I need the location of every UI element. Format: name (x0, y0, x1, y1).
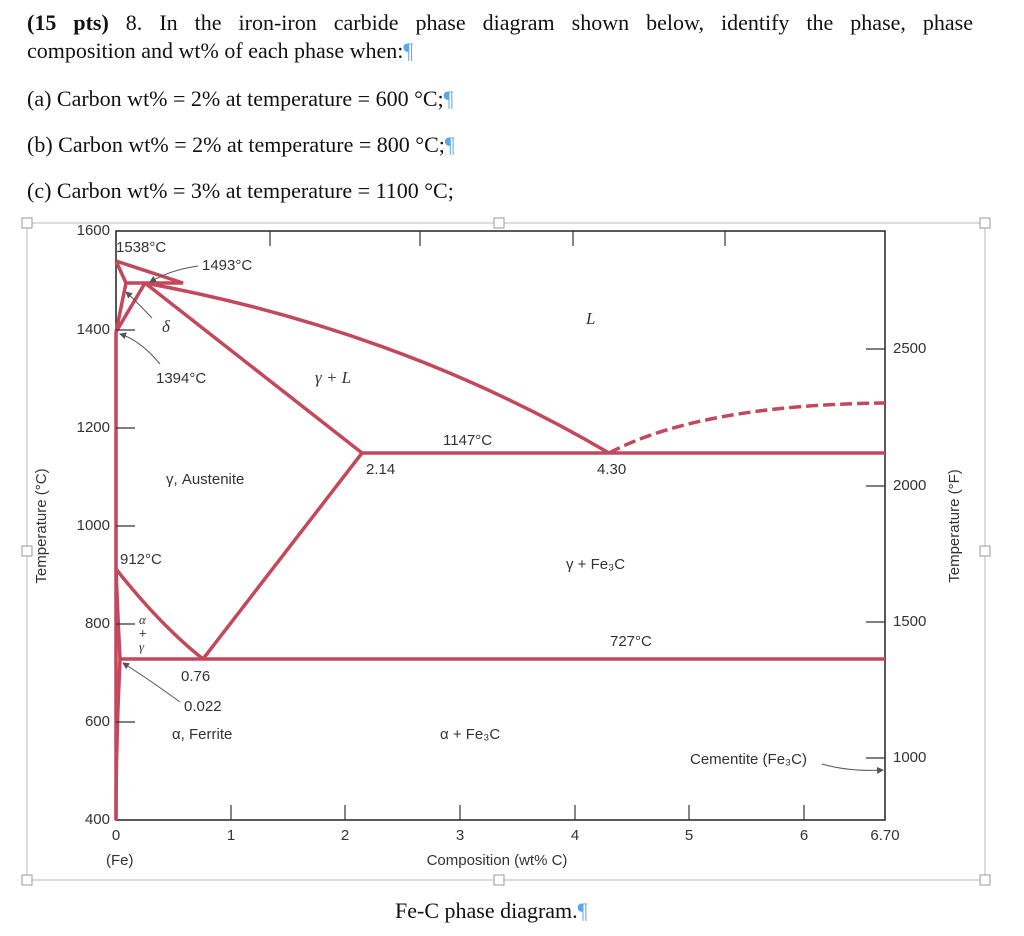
points: (15 pts) (27, 10, 109, 35)
pilcrow: ¶ (443, 86, 454, 111)
caption: Fe-C phase diagram.¶ (395, 898, 588, 924)
question-line: (15 pts) 8. In the iron-iron carbide pha… (27, 10, 973, 36)
y2-tick-label: 2500 (893, 340, 926, 357)
annotation: γ + L (315, 368, 351, 387)
x-tick-label: 0 (112, 827, 120, 844)
annotation: γ (139, 639, 145, 654)
annotation: δ (162, 317, 171, 336)
annotation: γ + Fe₃C (566, 556, 625, 573)
annotation: L (585, 309, 595, 328)
annotation: 1538°C (116, 239, 166, 256)
phase-boundaries (114, 259, 886, 821)
pilcrow: ¶ (403, 38, 414, 63)
annotation: Cementite (Fe₃C) (690, 751, 807, 768)
y-tick-label: 400 (85, 811, 110, 828)
x-tick-label: 3 (456, 827, 464, 844)
annotation: 0.022 (184, 698, 222, 715)
item: (b) Carbon wt% = 2% at temperature = 800… (27, 132, 455, 158)
item-text: (b) Carbon wt% = 2% at temperature = 800… (27, 132, 445, 157)
annotation: 1493°C (202, 257, 252, 274)
y2-axis-label: Temperature (°F) (946, 469, 963, 583)
annotation: α, Ferrite (172, 726, 232, 743)
annotation: α + Fe₃C (440, 726, 500, 743)
x-tick-label: 5 (685, 827, 693, 844)
annotation: γ, Austenite (166, 471, 244, 488)
annotation: 0.76 (181, 668, 210, 685)
item-text: (a) Carbon wt% = 2% at temperature = 600… (27, 86, 444, 111)
annotation: 1394°C (156, 370, 206, 387)
y-tick-label: 800 (85, 615, 110, 632)
item-text: (c) Carbon wt% = 3% at temperature = 110… (27, 178, 454, 203)
annotation: 727°C (610, 633, 652, 650)
annotation: 2.14 (366, 461, 395, 478)
pilcrow: ¶ (444, 132, 455, 157)
y-tick-label: 1200 (77, 419, 110, 436)
caption-text: Fe-C phase diagram. (395, 898, 578, 923)
y-tick-label: 600 (85, 713, 110, 730)
annotation: + (139, 625, 147, 640)
y-tick-label: 1600 (77, 222, 110, 239)
y2-tick-label: 2000 (893, 477, 926, 494)
annotation: 1147°C (443, 432, 492, 449)
annotation: 912°C (120, 551, 162, 568)
x-axis-label: Composition (wt% C) (427, 852, 568, 869)
tick-marks (269, 231, 726, 246)
y2-tick-label: 1500 (893, 613, 926, 630)
item: (c) Carbon wt% = 3% at temperature = 110… (27, 178, 454, 204)
pilcrow: ¶ (577, 898, 588, 923)
x-tick-label: 4 (571, 827, 579, 844)
annotation: 4.30 (597, 461, 626, 478)
handles (21, 217, 991, 886)
question-line: composition and wt% of each phase when:¶ (27, 38, 413, 64)
y2-tick-label: 1000 (893, 749, 926, 766)
y-axis-label: Temperature (°C) (33, 468, 50, 583)
y-tick-label: 1000 (77, 517, 110, 534)
x-origin-note: (Fe) (106, 852, 134, 869)
x-tick-label: 1 (227, 827, 235, 844)
x-tick-label: 2 (341, 827, 349, 844)
x-tick-label: 6 (800, 827, 808, 844)
question-text: composition and wt% of each phase when: (27, 38, 404, 63)
annotation: α (139, 612, 147, 627)
question-text: 8. In the iron-iron carbide phase diagra… (108, 10, 973, 35)
x-tick-label: 6.70 (870, 827, 899, 844)
item: (a) Carbon wt% = 2% at temperature = 600… (27, 86, 454, 112)
selection-frame (26, 222, 986, 881)
y-tick-label: 1400 (77, 321, 110, 338)
arrows (119, 265, 884, 774)
